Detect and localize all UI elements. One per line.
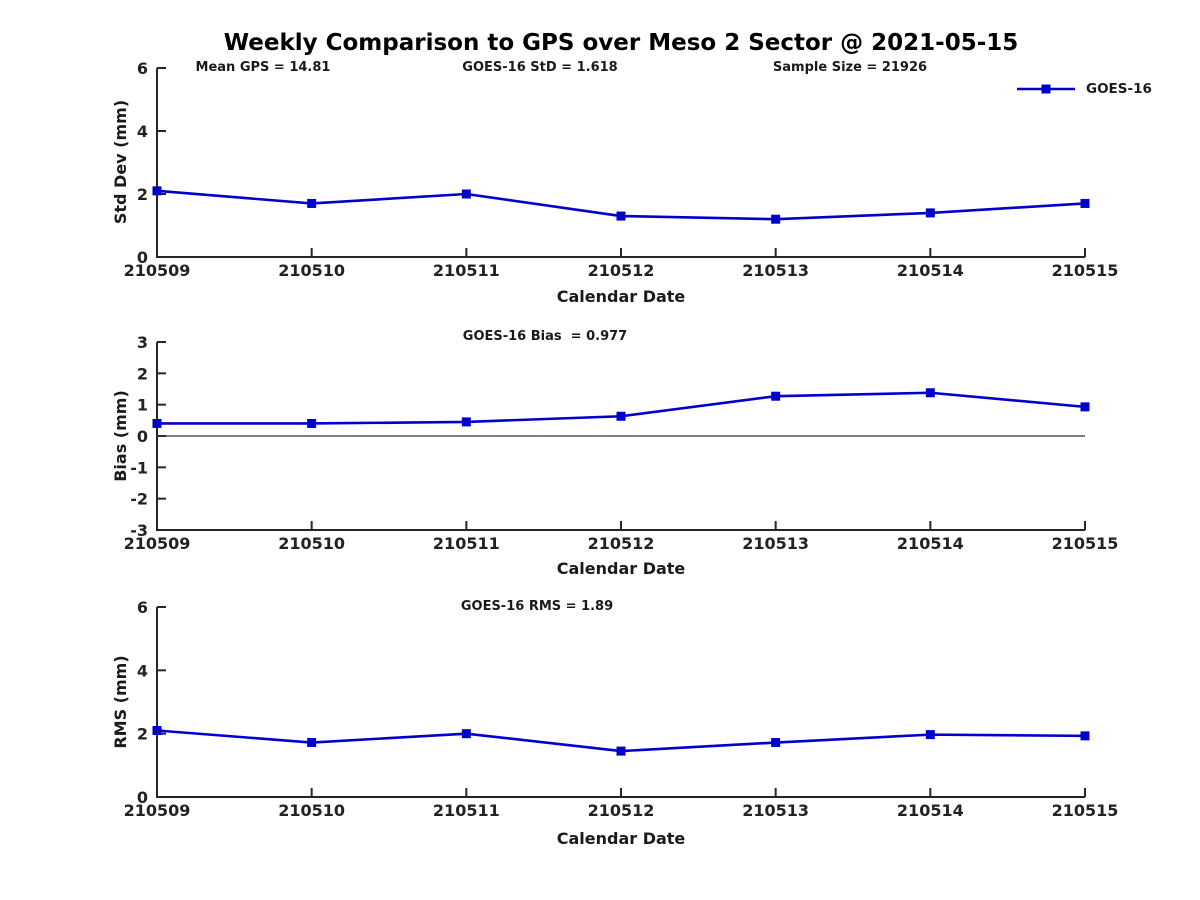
legend-marker-icon [1041,84,1051,94]
x-tick-label: 210510 [278,261,345,280]
x-tick-label: 210513 [742,801,809,820]
data-point-marker [152,418,162,428]
data-point-marker [1080,731,1090,741]
data-point-marker [461,417,471,427]
stat-mean-gps: Mean GPS = 14.81 [195,60,331,75]
x-tick-label: 210509 [124,261,191,280]
data-point-marker [461,729,471,739]
data-point-marker [152,726,162,735]
y-tick-label: 0 [137,248,148,267]
x-tick-label: 210514 [897,534,964,553]
x-tick-label: 210511 [433,801,500,820]
y-tick-label: 2 [137,185,148,204]
x-tick-label: 210511 [433,534,500,553]
bias-annotation: GOES-16 Bias = 0.977 [462,329,628,344]
stat-goes16-std: GOES-16 StD = 1.618 [462,60,618,75]
y-tick-label: 0 [137,427,148,446]
x-tick-label: 210511 [433,261,500,280]
data-point-marker [461,189,471,199]
x-tick-label: 210515 [1052,801,1119,820]
x-axis-label-calendar-date-2: Calendar Date [556,559,686,578]
data-point-marker [616,411,626,421]
x-tick-label: 210514 [897,801,964,820]
data-point-marker [307,198,317,208]
y-tick-label: 0 [137,788,148,807]
data-point-marker [771,214,781,224]
y-tick-label: 1 [137,396,148,415]
y-tick-label: 6 [137,598,148,617]
x-tick-label: 210514 [897,261,964,280]
data-point-marker [771,391,781,401]
y-tick-label: -3 [130,521,148,540]
y-tick-label: 4 [137,122,148,141]
data-point-marker [152,186,162,196]
y-tick-label: 2 [137,364,148,383]
y-tick-label: 6 [137,59,148,78]
data-point-marker [616,746,626,756]
x-tick-label: 210510 [278,801,345,820]
data-point-marker [925,388,935,398]
x-axis-label-calendar-date-1: Calendar Date [556,287,686,306]
data-point-marker [1080,198,1090,208]
y-tick-label: -2 [130,490,148,509]
x-tick-label: 210512 [588,801,655,820]
y-tick-label: 4 [137,661,148,680]
x-tick-label: 210509 [124,801,191,820]
x-tick-label: 210515 [1052,534,1119,553]
data-point-marker [1080,402,1090,412]
legend-label: GOES-16 [1086,81,1152,97]
data-point-marker [616,211,626,221]
data-point-marker [307,738,317,748]
data-point-marker [771,738,781,748]
x-tick-label: 210513 [742,261,809,280]
x-axis-label-calendar-date-3: Calendar Date [556,829,686,848]
x-tick-label: 210512 [588,534,655,553]
y-tick-label: 3 [137,333,148,352]
x-tick-label: 210513 [742,534,809,553]
x-tick-label: 210512 [588,261,655,280]
y-tick-label: 2 [137,725,148,744]
data-point-marker [925,208,935,218]
data-point-marker [307,418,317,428]
x-tick-label: 210510 [278,534,345,553]
data-point-marker [925,730,935,740]
stat-sample-size: Sample Size = 21926 [772,60,928,75]
x-tick-label: 210515 [1052,261,1119,280]
x-tick-label: 210509 [124,534,191,553]
y-tick-label: -1 [130,458,148,477]
rms-annotation: GOES-16 RMS = 1.89 [460,599,614,614]
figure-title: Weekly Comparison to GPS over Meso 2 Sec… [223,30,1019,56]
